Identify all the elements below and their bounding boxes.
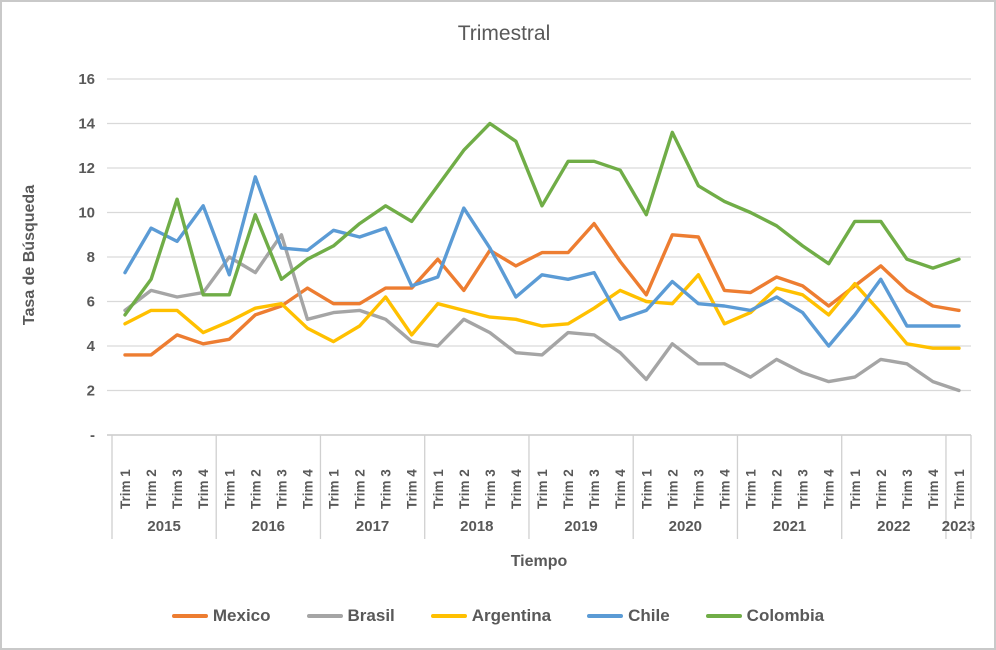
legend: Mexico Brasil Argentina Chile Colombia [2,606,994,626]
x-tick-label-year: 2015 [147,518,180,535]
x-tick-label-quarter: Trim 2 [665,469,680,509]
series-line-colombia [123,121,961,317]
y-tick-label: - [90,427,95,444]
x-tick-label-quarter: Trim 2 [561,469,576,509]
x-tick-label-quarter: Trim 1 [118,469,133,509]
x-tick-label-quarter: Trim 4 [926,469,941,509]
legend-label: Argentina [471,606,552,625]
y-tick-label: 10 [78,205,95,222]
x-tick-label-quarter: Trim 3 [691,469,706,509]
legend-label: Mexico [212,606,271,625]
x-tick-label-quarter: Trim 4 [196,469,211,509]
x-tick-label-quarter: Trim 2 [874,469,889,509]
legend-swatch [587,614,624,618]
x-tick-label-quarter: Trim 3 [274,469,289,509]
x-tick-label-quarter: Trim 1 [848,469,863,509]
legend-label: Chile [628,606,670,625]
x-tick-label-year: 2020 [669,518,702,535]
y-tick-label: 8 [87,249,95,266]
legend-item-argentina: Argentina [430,606,552,626]
x-tick-label-quarter: Trim 4 [717,469,732,509]
x-tick-label-year: 2017 [356,518,389,535]
x-tick-label-quarter: Trim 2 [770,469,785,509]
legend-label: Brasil [347,606,395,625]
x-tick-label-quarter: Trim 2 [144,469,159,509]
x-tick-label-quarter: Trim 3 [900,469,915,509]
x-tick-label-year: 2023 [942,518,975,535]
x-tick-label-quarter: Trim 1 [327,469,342,509]
series-line-brasil [123,233,961,393]
series-line-argentina [123,273,961,350]
legend-item-mexico: Mexico [171,606,271,626]
x-tick-label-year: 2022 [877,518,910,535]
x-tick-label-quarter: Trim 2 [248,469,263,509]
series-line-chile [123,175,961,348]
x-tick-label-quarter: Trim 1 [952,469,967,509]
legend-label: Colombia [746,606,825,625]
x-tick-label-quarter: Trim 1 [222,469,237,509]
x-tick-label-quarter: Trim 4 [405,469,420,509]
series-line-mexico [123,221,961,357]
y-tick-label: 16 [78,71,95,88]
x-tick-label-quarter: Trim 3 [379,469,394,509]
x-tick-label-quarter: Trim 3 [587,469,602,509]
legend-swatch [171,614,208,618]
chart-title: Trimestral [457,22,551,45]
x-tick-label-quarter: Trim 2 [353,469,368,509]
x-tick-label-quarter: Trim 1 [431,469,446,509]
x-tick-label-quarter: Trim 3 [796,469,811,509]
x-axis-title: Tiempo [510,553,568,570]
y-tick-label: 6 [87,294,95,311]
x-tick-label-year: 2016 [252,518,285,535]
x-tick-label-quarter: Trim 1 [744,469,759,509]
legend-swatch [306,614,343,618]
legend-item-colombia: Colombia [705,606,825,626]
y-tick-label: 2 [87,383,95,400]
x-tick-label-year: 2018 [460,518,493,535]
y-tick-label: 14 [78,116,95,133]
x-tick-label-quarter: Trim 3 [483,469,498,509]
x-tick-label-year: 2019 [564,518,597,535]
x-tick-label-quarter: Trim 4 [613,469,628,509]
x-tick-label-year: 2021 [773,518,806,535]
legend-swatch [705,614,742,618]
x-tick-label-quarter: Trim 4 [509,469,524,509]
x-tick-label-quarter: Trim 4 [822,469,837,509]
x-tick-label-quarter: Trim 1 [639,469,654,509]
legend-item-brasil: Brasil [306,606,395,626]
x-tick-label-quarter: Trim 1 [535,469,550,509]
y-tick-label: 4 [87,338,96,355]
x-tick-label-quarter: Trim 2 [457,469,472,509]
x-tick-label-quarter: Trim 3 [170,469,185,509]
y-tick-label: 12 [78,160,95,177]
legend-swatch [430,614,467,618]
legend-item-chile: Chile [587,606,670,626]
x-tick-label-quarter: Trim 4 [300,469,315,509]
